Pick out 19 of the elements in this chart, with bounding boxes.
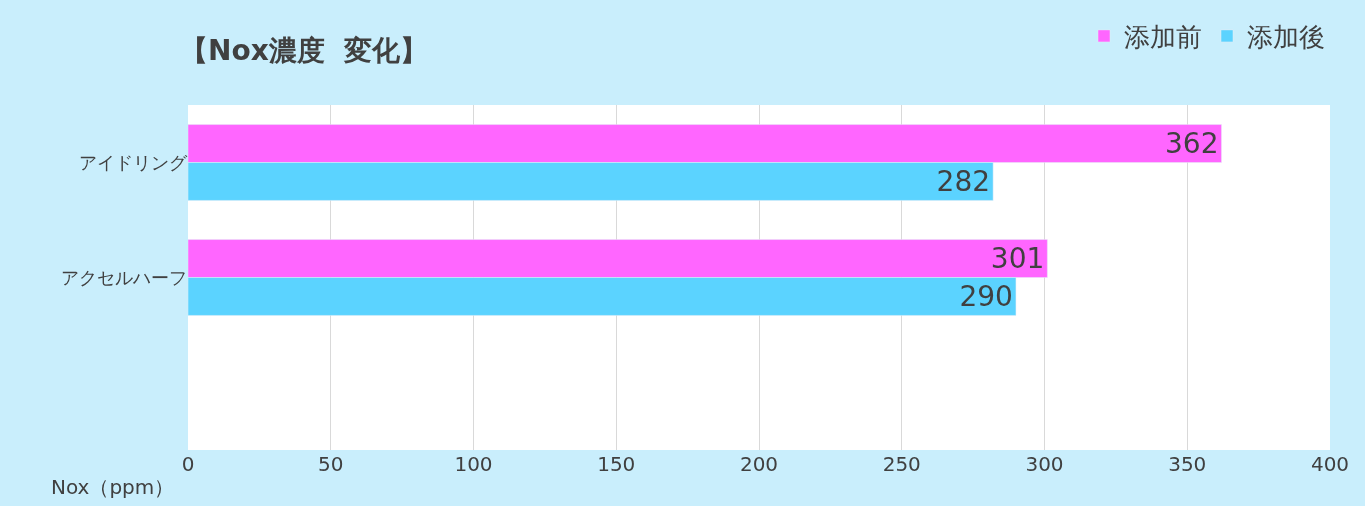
x-axis-title: Nox（ppm） <box>51 475 175 499</box>
x-tick-label: 400 <box>1310 452 1350 476</box>
x-tick-label: 350 <box>1168 452 1207 476</box>
y-tick-label: アイドリング <box>79 151 188 173</box>
x-tick-label: 100 <box>454 452 493 476</box>
data-label: 282 <box>936 165 991 199</box>
data-label: 362 <box>1164 127 1219 161</box>
data-label: 301 <box>990 242 1045 276</box>
legend-label: 添加後 <box>1247 22 1325 53</box>
data-label: 290 <box>959 280 1013 314</box>
y-tick-label: アクセルハーフ <box>61 266 187 288</box>
legend-label: 添加前 <box>1124 22 1202 53</box>
x-tick-label: 300 <box>1025 452 1064 476</box>
x-tick-label: 150 <box>597 452 636 476</box>
x-tick-label: 250 <box>882 452 921 476</box>
x-tick-label: 50 <box>318 452 344 476</box>
chart-title: 【Nox濃度 変化】 <box>180 34 429 68</box>
x-tick-label: 200 <box>739 452 779 476</box>
x-tick-label: 0 <box>181 452 195 476</box>
